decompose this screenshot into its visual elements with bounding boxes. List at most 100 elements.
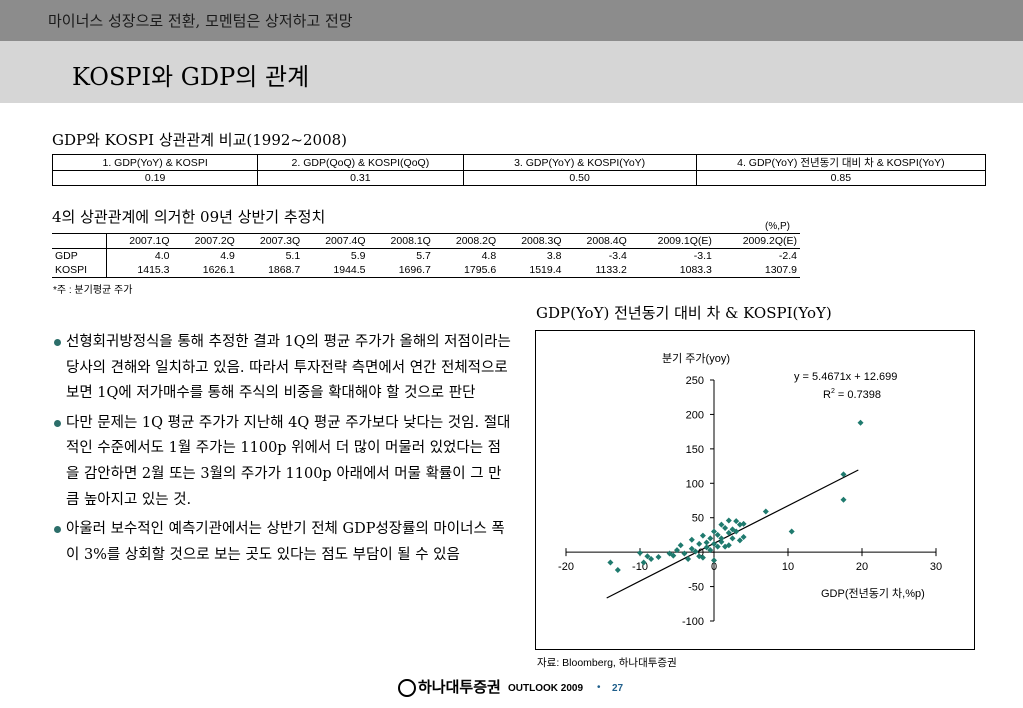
table-cell: 5.1: [285, 250, 301, 262]
data-point: [607, 559, 614, 566]
bullet-dot-icon: [54, 526, 61, 534]
y-tick-label: 250: [686, 375, 704, 387]
table2-caption: 4의 상관관계에 의거한 09년 상반기 추정치: [52, 208, 326, 226]
data-point: [699, 532, 706, 539]
data-point: [725, 542, 732, 549]
data-point: [655, 553, 662, 560]
x-tick-label: 0: [711, 561, 717, 573]
data-point: [670, 552, 677, 559]
table-cell: -3.1: [693, 250, 712, 262]
data-point: [685, 556, 692, 563]
table-header-cell: 3. GDP(YoY) & KOSPI(YoY): [462, 154, 697, 171]
data-point: [681, 550, 688, 557]
table-row: 0.19 0.31 0.50 0.85: [51, 170, 987, 186]
table-header-cell: 2008.2Q: [433, 233, 500, 249]
table-header-row: 1. GDP(YoY) & KOSPI 2. GDP(QoQ) & KOSPI(…: [51, 154, 987, 171]
r-squared-sup: 2: [831, 388, 835, 395]
data-point: [648, 556, 655, 563]
table-note: *주 : 분기평균 주가: [53, 285, 133, 296]
table-header-cell: 2008.1Q: [368, 233, 434, 249]
data-point: [718, 521, 725, 528]
table-header-cell: 2. GDP(QoQ) & KOSPI(QoQ): [257, 154, 464, 171]
x-ticks: -20 -10 0 10 20 30: [558, 548, 942, 573]
table-cell: 1944.5: [303, 263, 369, 278]
table1-caption: GDP와 KOSPI 상관관계 비교(1992~2008): [52, 131, 348, 149]
data-point: [699, 554, 706, 561]
table-cell: 1307.9: [714, 263, 800, 278]
table-header-cell: 2009.1Q(E): [629, 233, 715, 249]
logo-text: 하나대투증권: [418, 679, 501, 696]
y-tick-label: 150: [686, 444, 704, 456]
table-header-cell: 2007.1Q: [106, 233, 173, 249]
y-tick-label: 200: [686, 409, 704, 421]
data-point: [688, 545, 695, 552]
table-row-label: GDP: [52, 248, 107, 263]
data-point: [729, 535, 736, 542]
table-header-cell: [52, 233, 107, 249]
data-point: [707, 535, 714, 542]
data-point: [677, 542, 684, 549]
x-tick-label: 10: [782, 561, 794, 573]
table-cell: 0.19: [51, 170, 259, 186]
data-point: [674, 547, 680, 554]
table-header-cell: 2009.2Q(E): [714, 233, 800, 249]
data-point: [703, 539, 710, 546]
table-cell: 1795.6: [433, 263, 500, 278]
data-point: [722, 525, 729, 532]
bullet-item: 아울러 보수적인 예측기관에서는 상반기 전체 GDP성장률의 마이너스 폭이 …: [52, 517, 512, 568]
r-squared-r: R: [823, 389, 831, 401]
bullet-item: 선형회귀방정식을 통해 추정한 결과 1Q의 평균 주가가 올해의 저점이라는 …: [52, 330, 512, 407]
table-cell: 1133.2: [564, 263, 630, 278]
x-tick-label: 20: [856, 561, 868, 573]
table-cell: 4.8: [481, 250, 497, 262]
data-point: [637, 549, 643, 556]
data-point: [718, 535, 725, 542]
x-axis-label: GDP(전년동기 차,%p): [821, 587, 925, 600]
data-point: [644, 553, 651, 560]
data-point: [762, 508, 769, 515]
table-row: GDP 4.0 4.9 5.1 5.9 5.7 4.8 3.8 -3.4 -3.…: [52, 248, 800, 263]
chart-title: GDP(YoY) 전년동기 대비 차 & KOSPI(YoY): [536, 304, 832, 322]
data-point: [733, 518, 740, 525]
correlation-table: 1. GDP(YoY) & KOSPI 2. GDP(QoQ) & KOSPI(…: [51, 154, 987, 186]
bullet-list: 선형회귀방정식을 통해 추정한 결과 1Q의 평균 주가가 올해의 저점이라는 …: [52, 330, 512, 568]
data-point: [714, 531, 721, 538]
table-cell: 0.85: [695, 170, 987, 186]
table-row-label: KOSPI: [52, 263, 107, 278]
table-cell: 1696.7: [368, 263, 434, 278]
data-point: [692, 548, 699, 555]
table-cell: 1415.3: [106, 263, 173, 278]
bullet-dot-icon: [54, 419, 61, 427]
y-tick-label: 100: [686, 478, 704, 490]
bullet-text: 다만 문제는 1Q 평균 주가가 지난해 4Q 평균 주가보다 낮다는 것임. …: [66, 414, 511, 508]
table-header-cell: 2007.2Q: [172, 233, 238, 249]
r-squared-value: = 0.7398: [835, 389, 881, 401]
table-header-cell: 1. GDP(YoY) & KOSPI: [51, 154, 259, 171]
x-tick-label: -20: [558, 561, 574, 573]
table-cell: -2.4: [778, 250, 797, 262]
y-tick-label: -50: [688, 582, 704, 594]
table-cell: 5.7: [416, 250, 431, 262]
regression-equation: y = 5.4671x + 12.699: [794, 371, 897, 383]
data-point: [640, 559, 647, 566]
footer-separator: •: [597, 682, 601, 693]
table-cell: -3.4: [608, 250, 627, 262]
data-point: [696, 540, 703, 547]
data-point: [614, 567, 621, 574]
r-squared-label: R2 = 0.7398: [823, 388, 881, 401]
title-banner: KOSPI와 GDP의 관계: [0, 41, 1023, 103]
table2-unit: (%,P): [765, 221, 790, 232]
data-point: [696, 553, 703, 560]
data-point: [711, 557, 717, 564]
data-points: [607, 419, 864, 574]
data-point: [740, 533, 747, 540]
data-point: [840, 471, 847, 478]
table-cell: 0.31: [257, 170, 464, 186]
table-cell: 4.9: [220, 250, 235, 262]
table-header-cell: 2007.3Q: [237, 233, 304, 249]
footer-outlook: OUTLOOK 2009: [508, 683, 584, 694]
scatter-chart-frame: -20 -10 0 10 20 30 250 200 150 100 50 0 -50 -100 분기 …: [535, 330, 975, 650]
data-point: [740, 520, 747, 527]
data-point: [711, 528, 717, 535]
